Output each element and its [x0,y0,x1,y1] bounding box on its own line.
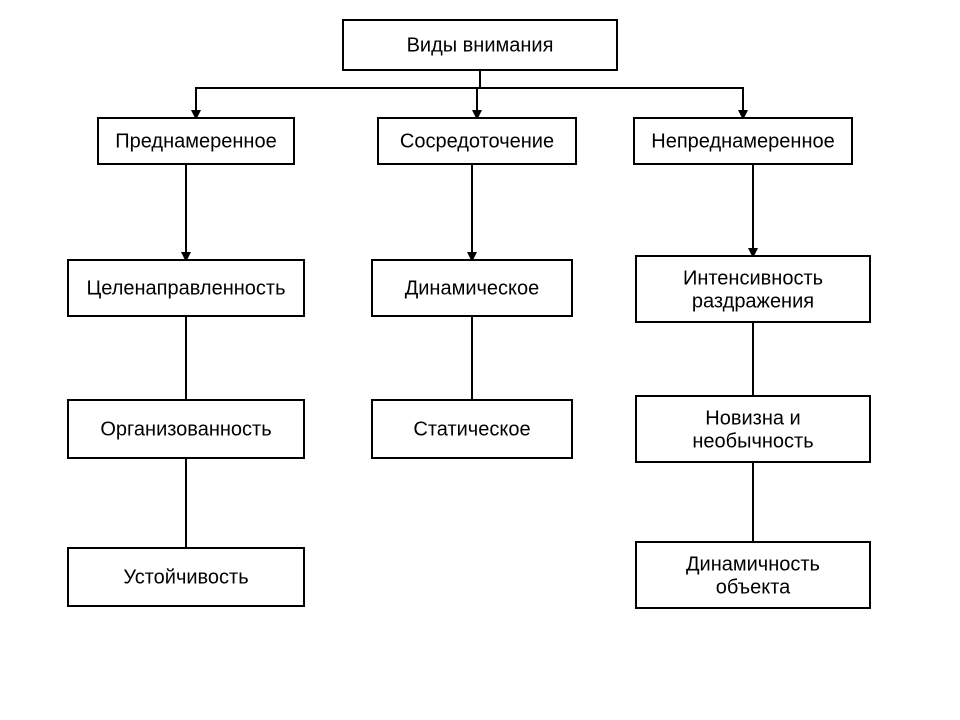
node-label-n_din: Динамическое [405,277,540,299]
node-label-n_nepr: Непреднамеренное [651,130,835,152]
node-label-n_sosr: Сосредоточение [400,130,554,152]
node-n_ust: Устойчивость [68,548,304,606]
node-n_org: Организованность [68,400,304,458]
node-n_tsel: Целенаправленность [68,260,304,316]
node-label-n_nov: Новизна инеобычность [692,408,813,453]
node-n_sosr: Сосредоточение [378,118,576,164]
node-label-n_org: Организованность [100,418,271,440]
node-n_stat: Статическое [372,400,572,458]
node-n_int: Интенсивностьраздражения [636,256,870,322]
node-label-n_ust: Устойчивость [123,566,248,588]
node-root: Виды внимания [343,20,617,70]
node-n_nov: Новизна инеобычность [636,396,870,462]
node-n_din: Динамическое [372,260,572,316]
node-n_nepr: Непреднамеренное [634,118,852,164]
node-label-root: Виды внимания [407,34,554,56]
node-label-n_tsel: Целенаправленность [86,277,285,299]
node-n_dob: Динамичностьобъекта [636,542,870,608]
node-label-n_stat: Статическое [413,418,530,440]
node-n_pred: Преднамеренное [98,118,294,164]
attention-types-diagram: Виды внимания Преднамеренное Сосредоточени… [0,0,960,720]
edge-root-n_nepr [480,70,743,118]
edge-root-n_pred [196,70,480,118]
node-label-n_int: Интенсивностьраздражения [683,268,823,313]
node-label-n_pred: Преднамеренное [115,130,276,152]
